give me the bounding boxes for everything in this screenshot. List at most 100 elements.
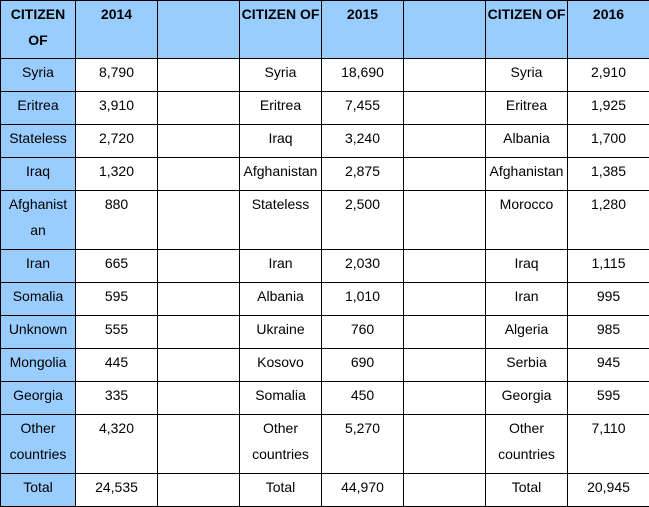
country-2016: Eritrea — [486, 92, 568, 125]
country-2015: Kosovo — [240, 349, 322, 382]
spacer-cell — [404, 92, 486, 125]
country-2014: Georgia — [1, 382, 76, 415]
spacer-cell — [404, 382, 486, 415]
country-2015: Eritrea — [240, 92, 322, 125]
value-2014: 880 — [76, 191, 158, 250]
country-2016: Albania — [486, 125, 568, 158]
spacer-cell — [404, 125, 486, 158]
spacer-cell — [404, 283, 486, 316]
country-2016: Iraq — [486, 250, 568, 283]
country-2014: Somalia — [1, 283, 76, 316]
spacer-cell — [158, 59, 240, 92]
spacer-cell — [158, 250, 240, 283]
value-2015: 760 — [322, 316, 404, 349]
value-2014: 4,320 — [76, 415, 158, 474]
value-2014: 665 — [76, 250, 158, 283]
country-2016: Serbia — [486, 349, 568, 382]
spacer-cell — [404, 59, 486, 92]
value-2015: 44,970 — [322, 474, 404, 507]
country-2015: Stateless — [240, 191, 322, 250]
spacer-cell — [158, 283, 240, 316]
country-2014: Unknown — [1, 316, 76, 349]
spacer-cell — [158, 92, 240, 125]
value-2014: 1,320 — [76, 158, 158, 191]
value-2016: 1,925 — [568, 92, 649, 125]
value-2016: 1,385 — [568, 158, 649, 191]
spacer-cell — [158, 125, 240, 158]
value-2015: 450 — [322, 382, 404, 415]
spacer-cell — [158, 474, 240, 507]
country-2016: Afghanistan — [486, 158, 568, 191]
spacer-cell — [404, 349, 486, 382]
country-2014: Iran — [1, 250, 76, 283]
value-2016: 20,945 — [568, 474, 649, 507]
header-spacer — [158, 1, 240, 59]
value-2016: 595 — [568, 382, 649, 415]
value-2016: 995 — [568, 283, 649, 316]
value-2016: 7,110 — [568, 415, 649, 474]
value-2016: 1,280 — [568, 191, 649, 250]
header-year-2014: 2014 — [76, 1, 158, 59]
spacer-cell — [158, 191, 240, 250]
value-2015: 18,690 — [322, 59, 404, 92]
value-2015: 7,455 — [322, 92, 404, 125]
value-2015: 690 — [322, 349, 404, 382]
country-2015: Somalia — [240, 382, 322, 415]
value-2015: 2,030 — [322, 250, 404, 283]
value-2014: 335 — [76, 382, 158, 415]
country-2016: Iran — [486, 283, 568, 316]
value-2015: 2,875 — [322, 158, 404, 191]
spacer-cell — [404, 250, 486, 283]
country-2016: Morocco — [486, 191, 568, 250]
country-2014: Mongolia — [1, 349, 76, 382]
value-2014: 2,720 — [76, 125, 158, 158]
country-2016: Syria — [486, 59, 568, 92]
spacer-cell — [404, 191, 486, 250]
value-2014: 555 — [76, 316, 158, 349]
country-2015: Iran — [240, 250, 322, 283]
spacer-cell — [404, 158, 486, 191]
value-2015: 2,500 — [322, 191, 404, 250]
country-2016: Georgia — [486, 382, 568, 415]
header-row: CITIZEN OF 2014 CITIZEN OF 2015 CITIZEN … — [1, 1, 649, 59]
header-year-2015: 2015 — [322, 1, 404, 59]
value-2016: 985 — [568, 316, 649, 349]
value-2016: 1,115 — [568, 250, 649, 283]
header-citizen-of-2015: CITIZEN OF — [240, 1, 322, 59]
country-2015: Iraq — [240, 125, 322, 158]
spacer-cell — [158, 349, 240, 382]
country-2016: Other countries — [486, 415, 568, 474]
country-2014: Total — [1, 474, 76, 507]
spacer-cell — [158, 158, 240, 191]
country-2015: Albania — [240, 283, 322, 316]
spacer-cell — [158, 316, 240, 349]
value-2014: 3,910 — [76, 92, 158, 125]
value-2014: 595 — [76, 283, 158, 316]
value-2014: 24,535 — [76, 474, 158, 507]
header-year-2016: 2016 — [568, 1, 649, 59]
country-2015: Afghanistan — [240, 158, 322, 191]
value-2015: 3,240 — [322, 125, 404, 158]
value-2015: 1,010 — [322, 283, 404, 316]
header-citizen-of-2014: CITIZEN OF — [1, 1, 76, 59]
country-2015: Other countries — [240, 415, 322, 474]
spacer-cell — [404, 415, 486, 474]
country-2015: Syria — [240, 59, 322, 92]
value-2016: 945 — [568, 349, 649, 382]
spacer-cell — [158, 415, 240, 474]
value-2014: 8,790 — [76, 59, 158, 92]
spacer-cell — [404, 316, 486, 349]
